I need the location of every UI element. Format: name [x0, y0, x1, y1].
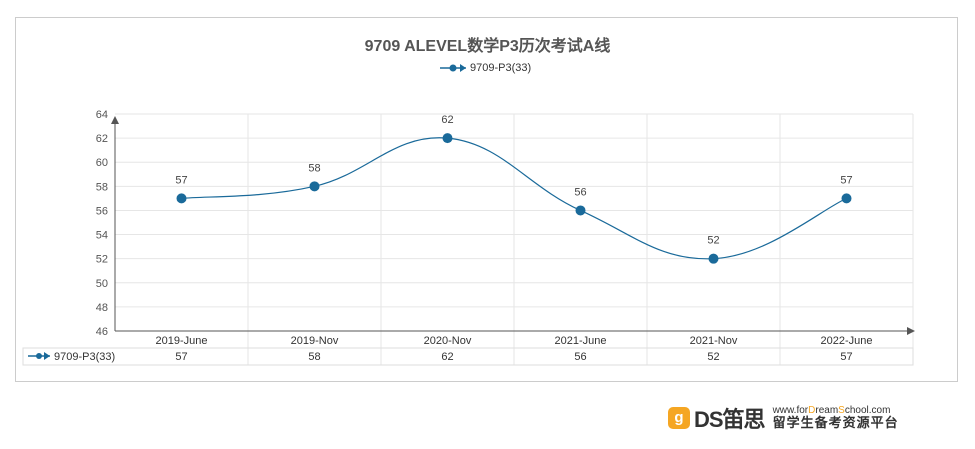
- legend-line-icon: [440, 64, 466, 72]
- data-label: 57: [840, 174, 852, 186]
- data-point: [575, 205, 586, 216]
- data-point: [841, 193, 852, 204]
- y-tick-label: 48: [96, 302, 108, 314]
- data-point: [708, 253, 719, 264]
- logo-text: www.forDreamSchool.com 留学生备考资源平台: [773, 405, 899, 431]
- table-legend-arrow-icon: [44, 352, 50, 360]
- table-legend-marker-icon: [36, 353, 42, 359]
- data-point: [442, 133, 453, 144]
- data-label: 58: [308, 162, 320, 174]
- y-tick-label: 50: [96, 278, 108, 290]
- legend-label: 9709-P3(33): [470, 62, 532, 74]
- x-tick-label: 2020-Nov: [424, 335, 472, 347]
- y-tick-label: 46: [96, 326, 108, 338]
- y-tick-label: 54: [96, 230, 108, 242]
- table-cell: 57: [840, 351, 852, 363]
- data-label: 56: [574, 186, 586, 198]
- x-tick-label: 2019-June: [156, 335, 208, 347]
- y-tick-label: 58: [96, 181, 108, 193]
- x-tick-label: 2019-Nov: [291, 335, 339, 347]
- logo-slogan: 留学生备考资源平台: [772, 415, 899, 430]
- chart-title: 9709 ALEVEL数学P3历次考试A线: [364, 38, 611, 55]
- y-axis-arrow: [111, 116, 119, 124]
- series-line: [181, 137, 847, 260]
- data-label: 57: [175, 174, 187, 186]
- x-tick-label: 2022-June: [821, 335, 873, 347]
- data-point: [309, 181, 320, 192]
- table-cell: 58: [308, 351, 320, 363]
- logo-icon: g: [668, 407, 690, 429]
- table-cell: 57: [175, 351, 187, 363]
- logo-url: www.forDreamSchool.com: [772, 405, 891, 416]
- data-point: [176, 193, 187, 204]
- logo: g DS笛思 www.forDreamSchool.com 留学生备考资源平台: [668, 402, 899, 434]
- data-label: 62: [441, 114, 453, 126]
- data-label: 52: [707, 235, 719, 247]
- y-tick-label: 56: [96, 205, 108, 217]
- table-cell: 62: [441, 351, 453, 363]
- y-tick-label: 62: [96, 133, 108, 145]
- y-tick-label: 60: [96, 157, 108, 169]
- chart-frame: [15, 17, 958, 382]
- logo-brand: DS笛思: [694, 407, 766, 432]
- table-cell: 56: [574, 351, 586, 363]
- x-axis-arrow: [907, 327, 915, 335]
- y-tick-label: 64: [96, 109, 108, 121]
- x-tick-label: 2021-Nov: [690, 335, 738, 347]
- x-tick-label: 2021-June: [555, 335, 607, 347]
- table-cell: 52: [707, 351, 719, 363]
- legend[interactable]: 9709-P3(33): [440, 62, 531, 74]
- y-tick-label: 52: [96, 254, 108, 266]
- table-series-label: 9709-P3(33): [54, 351, 115, 363]
